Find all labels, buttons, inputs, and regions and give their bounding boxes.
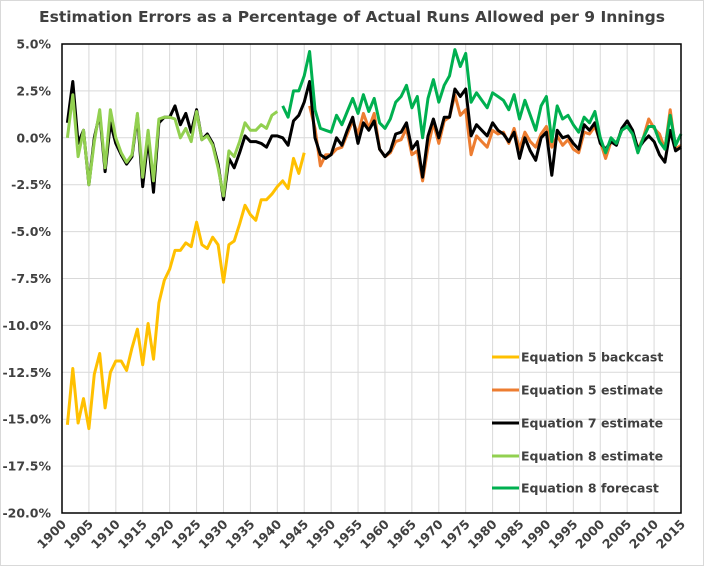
y-tick-label: -15.0% [2, 412, 51, 427]
x-tick-label: 1915 [115, 517, 150, 552]
x-tick-label: 1990 [518, 516, 553, 551]
y-tick-label: -17.5% [2, 459, 51, 474]
x-tick-label: 1920 [142, 516, 177, 551]
x-tick-label: 1980 [465, 516, 500, 551]
legend: Equation 5 backcast Equation 5 estimate Eq… [492, 350, 663, 496]
x-tick-label: 1930 [195, 516, 230, 551]
legend-label: Equation 8 forecast [521, 481, 659, 496]
y-tick-label: -12.5% [2, 365, 51, 380]
x-tick-label: 1905 [61, 517, 96, 552]
x-tick-label: 1925 [168, 517, 203, 552]
x-tick-label: 1985 [491, 517, 526, 552]
x-tick-label: 1960 [357, 516, 392, 551]
plot-border [61, 43, 682, 514]
y-tick-label: -20.0% [2, 506, 51, 521]
legend-label: Equation 7 estimate [521, 416, 663, 431]
legend-label: Equation 8 estimate [521, 449, 663, 464]
y-tick-label: 0.0% [16, 130, 51, 145]
legend-label: Equation 5 backcast [521, 350, 663, 365]
x-axis-tick-labels: 1900190519101915192019251930193519401945… [34, 516, 688, 551]
series-line-equation-8-forecast [281, 48, 683, 155]
x-tick-label: 2005 [599, 517, 634, 552]
x-tick-label: 1955 [330, 517, 365, 552]
x-tick-label: 2010 [626, 516, 661, 551]
legend-label: Equation 5 estimate [521, 383, 663, 398]
x-tick-label: 1975 [438, 517, 473, 552]
x-tick-label: 2000 [572, 516, 607, 551]
y-tick-label: 5.0% [16, 37, 51, 52]
y-axis-tick-labels: 5.0% 2.5% 0.0% -2.5% -5.0% -7.5% -10.0% -12.5% -… [2, 37, 51, 521]
x-tick-label: 1910 [88, 516, 123, 551]
x-tick-label: 1900 [34, 516, 69, 551]
chart-title: Estimation Errors as a Percentage of Act… [39, 8, 665, 26]
y-tick-label: -7.5% [11, 271, 51, 286]
y-tick-label: -2.5% [11, 177, 51, 192]
y-tick-label: -10.0% [2, 318, 51, 333]
x-tick-label: 1970 [411, 516, 446, 551]
y-tick-label: 2.5% [16, 83, 51, 98]
x-tick-label: 1940 [249, 516, 284, 551]
x-tick-label: 1935 [222, 517, 257, 552]
series-lines [65, 48, 683, 431]
y-tick-label: -5.0% [11, 224, 51, 239]
x-tick-label: 1945 [276, 517, 311, 552]
x-tick-label: 2015 [653, 517, 688, 552]
x-tick-label: 1995 [545, 517, 580, 552]
series-line-equation-5-backcast [65, 152, 306, 431]
x-tick-label: 1965 [384, 517, 419, 552]
x-tick-label: 1950 [303, 516, 338, 551]
gridlines [61, 43, 682, 514]
series-line-equation-8-estimate [65, 93, 279, 198]
